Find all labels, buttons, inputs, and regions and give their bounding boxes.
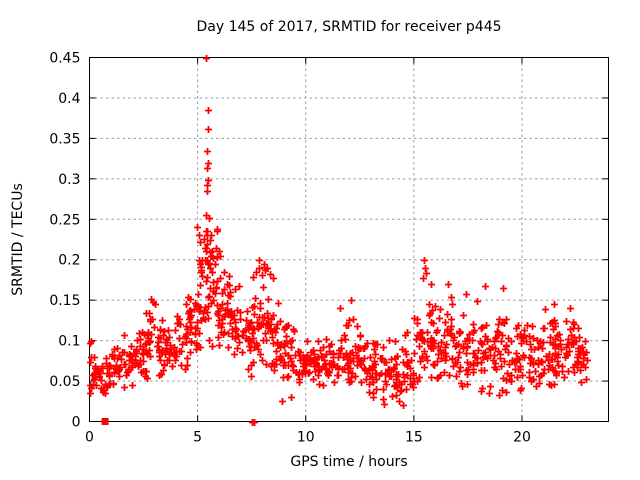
plot-border xyxy=(89,57,609,422)
y-tick-label: 0.4 xyxy=(58,91,80,107)
y-tick-labels: 0 0.05 0.1 0.15 0.2 0.25 0.3 0.35 0.4 0.45 xyxy=(49,51,80,431)
y-tick-label: 0.1 xyxy=(58,334,80,350)
y-tick-label: 0.2 xyxy=(58,253,80,269)
y-tick-label: 0.05 xyxy=(49,374,80,390)
x-tick-label: 0 xyxy=(85,430,94,446)
square-marker xyxy=(101,418,109,425)
y-axis-label: SRMTID / TECUs xyxy=(10,183,26,296)
y-tick-label: 0.45 xyxy=(49,51,80,67)
x-tick-label: 20 xyxy=(513,430,531,446)
data-points xyxy=(87,55,591,426)
y-tick-label: 0.25 xyxy=(49,212,80,228)
x-tick-label: 10 xyxy=(297,430,315,446)
y-tick-label: 0.35 xyxy=(49,131,80,147)
y-tick-label: 0.3 xyxy=(58,172,80,188)
x-tick-label: 5 xyxy=(193,430,202,446)
scatter-plus-markers xyxy=(87,55,591,426)
flagged-square-marker xyxy=(101,418,109,425)
chart-title: Day 145 of 2017, SRMTID for receiver p44… xyxy=(196,19,501,35)
x-axis-label: GPS time / hours xyxy=(290,454,407,470)
x-tick-labels: 0 5 10 15 20 xyxy=(85,430,531,446)
x-tick-label: 15 xyxy=(405,430,423,446)
y-tick-label: 0.15 xyxy=(49,293,80,309)
y-tick-label: 0 xyxy=(72,415,81,431)
